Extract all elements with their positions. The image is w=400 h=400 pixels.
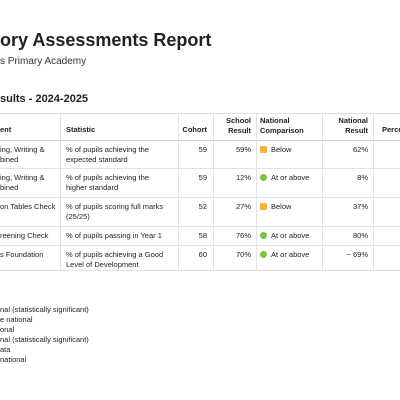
table-cell: 60: [198, 250, 207, 259]
table-cell: 59%: [235, 145, 251, 154]
table-cell: 59: [198, 145, 207, 154]
table-cell: s Foundation: [0, 250, 44, 259]
table-cell: 62%: [352, 145, 368, 154]
column-border: [60, 113, 61, 270]
table-cell: 52: [198, 202, 207, 211]
column-border: [373, 113, 374, 270]
row-border: [0, 140, 400, 141]
legend-item: nal (statistically significant): [0, 335, 89, 344]
column-border: [213, 113, 214, 270]
column-header: National Result: [338, 116, 368, 135]
status-icon: [260, 174, 267, 181]
table-cell: % of pupils passing in Year 1: [66, 231, 162, 240]
comparison-cell: Below: [260, 202, 318, 212]
legend-item: e national: [0, 315, 33, 324]
column-header: Cohort: [182, 125, 207, 134]
table-cell: 58: [198, 231, 207, 240]
column-header: Statistic: [66, 125, 96, 134]
table-cell: 70%: [235, 250, 251, 259]
column-header: Perce: [382, 125, 400, 134]
row-border: [0, 245, 400, 246]
legend-item: national: [0, 355, 27, 364]
row-border: [0, 226, 400, 227]
column-header: School Result: [225, 116, 251, 135]
column-border: [256, 113, 257, 270]
comparison-cell: At or above: [260, 231, 318, 241]
table-cell: 76%: [235, 231, 251, 240]
column-header: National Comparison: [260, 116, 304, 135]
table-cell: % of pupils achieving the expected stand…: [66, 145, 149, 164]
status-text: At or above: [271, 173, 310, 182]
status-icon: [260, 146, 267, 153]
comparison-cell: At or above: [260, 250, 318, 260]
table-cell: reening Check: [0, 231, 49, 240]
status-text: Below: [271, 145, 292, 154]
comparison-cell: At or above: [260, 173, 318, 183]
status-text: Below: [271, 202, 292, 211]
row-border: [0, 197, 400, 198]
column-header: ent: [0, 125, 12, 134]
status-text: At or above: [271, 250, 310, 259]
report-title: ory Assessments Report: [0, 30, 212, 50]
column-border: [322, 113, 323, 270]
table-cell: 12%: [235, 173, 251, 182]
row-border: [0, 168, 400, 169]
table-cell: 80%: [352, 231, 368, 240]
section-title: sults - 2024-2025: [0, 93, 89, 105]
status-icon: [260, 203, 267, 210]
table-cell: ing, Writing & bined: [0, 173, 45, 192]
status-text: At or above: [271, 231, 310, 240]
row-border: [0, 113, 400, 114]
table-cell: % of pupils achieving the higher standar…: [66, 173, 149, 192]
table-cell: 8%: [357, 173, 368, 182]
table-cell: % of pupils scoring full marks (25/25): [66, 202, 164, 221]
column-border: [178, 113, 179, 270]
row-border: [0, 270, 400, 271]
table-cell: % of pupils achieving a Good Level of De…: [66, 250, 164, 269]
school-name: s Primary Academy: [0, 56, 87, 67]
comparison-cell: Below: [260, 145, 318, 155]
table-cell: ing, Writing & bined: [0, 145, 45, 164]
legend-item: onal: [0, 325, 15, 334]
table-cell: ~ 69%: [346, 250, 368, 259]
status-icon: [260, 232, 267, 239]
table-cell: 59: [198, 173, 207, 182]
legend-item: nal (statistically significant): [0, 305, 89, 314]
table-cell: on Tables Check: [0, 202, 56, 211]
legend-item: ata: [0, 345, 11, 354]
table-cell: 27%: [235, 202, 251, 211]
table-cell: 37%: [352, 202, 368, 211]
status-icon: [260, 251, 267, 258]
